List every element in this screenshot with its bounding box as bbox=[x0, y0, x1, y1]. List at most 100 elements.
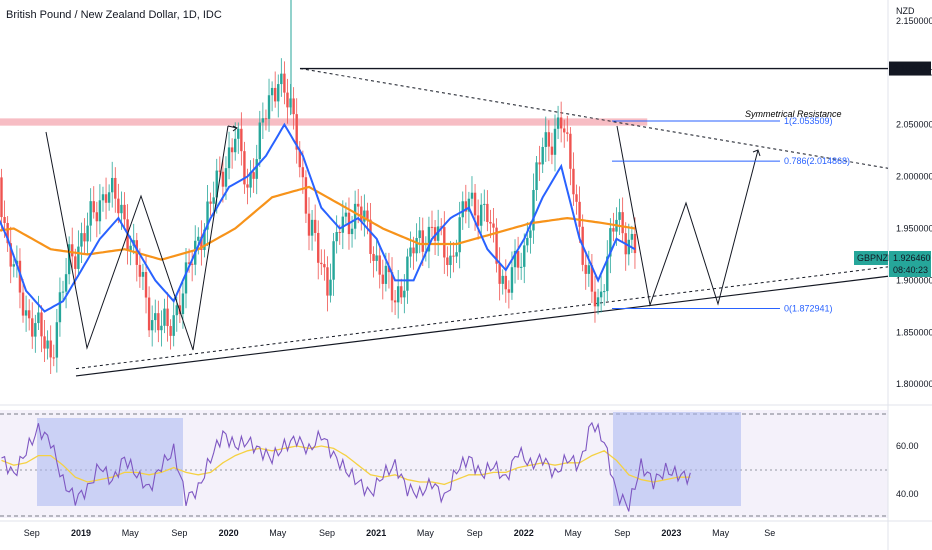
rsi-tick-label: 60.00 bbox=[896, 441, 919, 451]
symbol-tag-text: GBPNZD bbox=[857, 253, 895, 263]
candle-body bbox=[313, 219, 317, 233]
candle-body bbox=[353, 203, 357, 229]
candle-body bbox=[584, 264, 587, 274]
candle-body bbox=[280, 73, 283, 85]
candle-body bbox=[92, 201, 95, 213]
rsi-line bbox=[1, 421, 691, 512]
candle-body bbox=[255, 159, 258, 179]
candle-body bbox=[443, 227, 446, 258]
currency-label: NZD bbox=[896, 6, 915, 16]
candle-body bbox=[547, 132, 551, 147]
current-price-tag bbox=[889, 251, 931, 277]
candle-body bbox=[144, 271, 148, 298]
candle-body bbox=[304, 177, 308, 214]
candle-body bbox=[67, 244, 71, 275]
candle-body bbox=[480, 204, 483, 226]
candle-body bbox=[519, 266, 523, 268]
candle-body bbox=[101, 194, 105, 201]
candle-body bbox=[550, 146, 554, 155]
candle-body bbox=[31, 318, 34, 337]
candle-body bbox=[486, 203, 489, 222]
price-tick-label: 2.150000 bbox=[896, 16, 932, 26]
candle-body bbox=[80, 233, 83, 247]
time-tick-label: Sep bbox=[614, 528, 630, 538]
candle-body bbox=[37, 312, 40, 324]
price-tick-label: 1.900000 bbox=[896, 275, 932, 285]
candle-body bbox=[267, 95, 271, 119]
candle-body bbox=[221, 171, 225, 187]
time-tick-label: May bbox=[269, 528, 287, 538]
rsi-tick-label: 40.00 bbox=[896, 489, 919, 499]
candle-body bbox=[483, 203, 486, 205]
high-price-tag-text: 2.104000 bbox=[893, 64, 931, 74]
candle-body bbox=[492, 223, 495, 228]
candle-body bbox=[27, 310, 31, 319]
candle-body bbox=[209, 201, 212, 204]
candle-body bbox=[553, 128, 557, 155]
candle-body bbox=[452, 255, 455, 257]
candle-body bbox=[621, 212, 624, 234]
candle-body bbox=[446, 257, 449, 266]
candle-body bbox=[396, 286, 400, 303]
high-price-tag bbox=[889, 61, 931, 76]
candle-body bbox=[120, 204, 123, 214]
current-price-text: 1.926460 bbox=[893, 253, 931, 263]
candle-body bbox=[357, 203, 360, 207]
candle-body bbox=[440, 226, 443, 228]
time-tick-label: Sep bbox=[467, 528, 483, 538]
fib-label-0: 0(1.872941) bbox=[784, 304, 833, 314]
candle-body bbox=[64, 274, 68, 292]
candle-body bbox=[612, 228, 615, 232]
candle-body bbox=[455, 252, 458, 257]
candle-body bbox=[190, 263, 194, 265]
candle-body bbox=[338, 231, 341, 233]
resistance-label: Symmetrical Resistance bbox=[745, 109, 842, 119]
candle-body bbox=[172, 315, 175, 336]
candle-body bbox=[378, 255, 381, 275]
candle-body bbox=[590, 265, 594, 292]
zigzag-right bbox=[616, 125, 759, 307]
candle-body bbox=[234, 138, 237, 153]
candle-body bbox=[538, 162, 541, 165]
candle-body bbox=[230, 147, 234, 153]
candle-body bbox=[317, 232, 320, 263]
time-tick-label: May bbox=[417, 528, 435, 538]
candle-body bbox=[40, 312, 43, 337]
candle-body bbox=[215, 170, 218, 198]
candle-body bbox=[535, 162, 538, 190]
candle-body bbox=[633, 233, 637, 254]
candle-body bbox=[332, 241, 335, 280]
time-tick-label: 2023 bbox=[661, 528, 681, 538]
candle-body bbox=[464, 201, 468, 212]
time-tick-label: Se bbox=[764, 528, 775, 538]
candle-body bbox=[476, 215, 480, 226]
candle-body bbox=[609, 228, 612, 257]
candle-body bbox=[184, 262, 188, 294]
price-tick-label: 1.850000 bbox=[896, 327, 932, 337]
candle-body bbox=[117, 198, 120, 214]
candle-body bbox=[501, 275, 504, 284]
candle-body bbox=[326, 267, 329, 296]
candle-body bbox=[563, 128, 566, 133]
candle-body bbox=[292, 98, 295, 115]
candle-body bbox=[200, 236, 203, 251]
candle-body bbox=[603, 291, 606, 293]
candle-body bbox=[516, 250, 520, 268]
candle-body bbox=[301, 167, 305, 178]
candle-body bbox=[578, 201, 581, 227]
candle-body bbox=[529, 230, 532, 238]
candle-body bbox=[489, 221, 492, 224]
candle-body bbox=[495, 227, 498, 264]
candle-body bbox=[111, 177, 114, 193]
time-tick-label: 2022 bbox=[514, 528, 534, 538]
time-tick-label: May bbox=[712, 528, 730, 538]
candle-body bbox=[421, 230, 424, 252]
candle-body bbox=[141, 271, 145, 277]
candle-body bbox=[566, 132, 569, 134]
price-tick-label: 2.000000 bbox=[896, 172, 932, 182]
candle-body bbox=[409, 247, 412, 257]
candles-group bbox=[0, 58, 637, 374]
candle-body bbox=[523, 245, 526, 267]
candle-body bbox=[449, 255, 452, 266]
